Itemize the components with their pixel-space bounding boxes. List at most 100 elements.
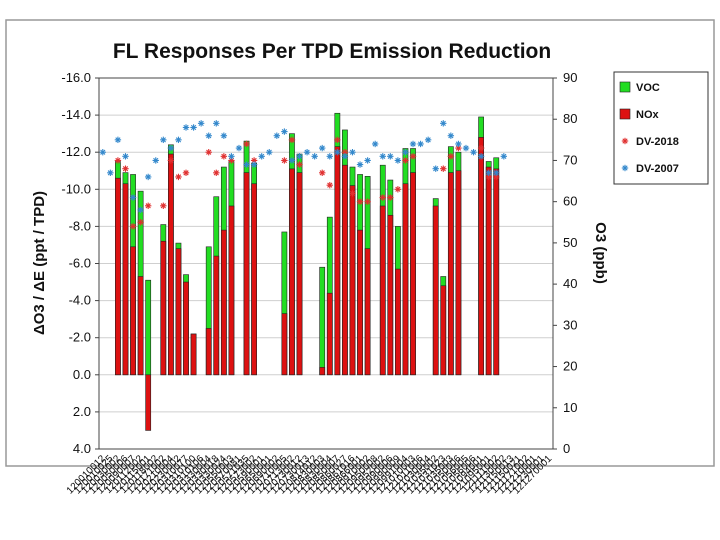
- dv2007-marker: [462, 144, 470, 152]
- nox-bar: [402, 183, 409, 376]
- dv2018-marker: [364, 198, 371, 205]
- dv2007-marker: [175, 136, 182, 144]
- dv2018-marker: [379, 194, 386, 201]
- dv2007-marker: [477, 153, 485, 160]
- left-tick-label: 4.0: [73, 441, 91, 456]
- dv2007-marker: [326, 153, 333, 160]
- nox-bar: [296, 172, 303, 376]
- dv2007-marker: [122, 153, 129, 160]
- dv2007-marker: [273, 132, 281, 139]
- right-tick-label: 90: [563, 70, 577, 85]
- dv2018-marker: [440, 165, 447, 172]
- dv2007-marker: [447, 132, 455, 139]
- dv2007-marker: [311, 153, 318, 160]
- dv2018-marker: [144, 202, 152, 209]
- nox-bar: [130, 246, 136, 376]
- dv2007-marker: [409, 140, 417, 148]
- dv2007-marker: [387, 153, 394, 160]
- dv2007-marker: [349, 149, 356, 156]
- dv2018-marker: [447, 153, 455, 160]
- dv2018-marker: [205, 149, 212, 156]
- dv2007-marker: [288, 157, 296, 164]
- nox-bar: [145, 374, 152, 431]
- dv2018-marker: [341, 149, 349, 156]
- dv2007-marker: [424, 136, 432, 144]
- dv2018-marker: [409, 153, 417, 160]
- dv2007-marker: [243, 161, 250, 168]
- nox-bar: [243, 172, 250, 376]
- nox-bar: [213, 255, 220, 376]
- right-tick-label: 10: [563, 400, 577, 415]
- voc-bar: [319, 266, 326, 376]
- right-tick-label: 40: [563, 276, 577, 291]
- nox-bar: [410, 172, 416, 376]
- dv2018-marker: [387, 194, 394, 201]
- dv2018-marker: [137, 219, 144, 226]
- left-tick-label: -14.0: [61, 107, 91, 122]
- dv2018-marker: [213, 169, 220, 177]
- right-tick-label: 70: [563, 152, 577, 167]
- left-tick-label: -16.0: [61, 70, 91, 85]
- left-tick-label: 2.0: [73, 404, 91, 419]
- dv2007-marker: [144, 173, 152, 181]
- nox-bar: [395, 268, 401, 376]
- left-tick-label: -10.0: [61, 181, 91, 196]
- right-tick-label: 30: [563, 317, 577, 332]
- dv2007-marker: [281, 128, 288, 135]
- right-tick-label: 20: [563, 359, 577, 374]
- nox-bar: [387, 214, 394, 376]
- nox-bar: [432, 205, 439, 376]
- dv2018-marker: [220, 153, 228, 160]
- dv2018-marker: [167, 157, 175, 164]
- legend-marker-dv2018: [621, 137, 629, 145]
- nox-bar: [485, 166, 492, 376]
- dv2007-marker: [334, 149, 341, 156]
- nox-bar: [319, 367, 326, 376]
- nox-bar: [115, 177, 121, 376]
- nox-bar: [122, 183, 129, 376]
- nox-bar: [364, 248, 371, 376]
- nox-bar: [190, 333, 197, 376]
- left-tick-label: -8.0: [69, 218, 91, 233]
- bars: [115, 112, 500, 431]
- nox-bar: [228, 205, 235, 376]
- dv2007-marker: [485, 169, 492, 177]
- dv2018-marker: [334, 136, 341, 144]
- right-tick-label: 80: [563, 111, 577, 126]
- dv2007-marker: [213, 120, 220, 127]
- nox-bar: [357, 229, 363, 376]
- right-tick-label: 60: [563, 194, 577, 209]
- nox-bar: [160, 240, 167, 376]
- dv2007-marker: [220, 132, 228, 139]
- chart-title: FL Responses Per TPD Emission Reduction: [113, 40, 551, 63]
- left-tick-label: -2.0: [69, 330, 91, 345]
- nox-bar: [281, 313, 288, 376]
- right-tick-label: 0: [563, 441, 570, 456]
- dv2018-marker: [175, 173, 182, 181]
- dv2007-marker: [152, 157, 159, 164]
- nox-bar: [220, 229, 227, 376]
- dv2018-marker: [122, 165, 129, 172]
- nox-bar: [326, 292, 333, 376]
- nox-bar: [379, 205, 386, 376]
- nox-bar: [175, 248, 182, 376]
- nox-bar: [334, 146, 341, 376]
- left-tick-label: -12.0: [61, 144, 91, 159]
- dv2007-marker: [417, 140, 424, 148]
- dv2007-marker: [167, 144, 175, 152]
- dv2007-marker: [371, 140, 379, 148]
- dv2007-marker: [379, 153, 386, 160]
- legend-swatch-voc: [619, 81, 631, 93]
- dv2007-marker: [228, 153, 235, 160]
- nox-bar: [183, 281, 189, 376]
- dv2007-marker: [440, 120, 447, 127]
- dv2007-marker: [190, 124, 197, 131]
- legend-label-dv2007: DV-2007: [636, 163, 679, 175]
- legend-marker-dv2007: [621, 164, 629, 172]
- nox-bar: [493, 168, 500, 376]
- dv2018-marker: [477, 144, 485, 152]
- nox-bar: [289, 168, 295, 376]
- dv2007-marker: [402, 149, 409, 156]
- nox-bar: [455, 170, 462, 376]
